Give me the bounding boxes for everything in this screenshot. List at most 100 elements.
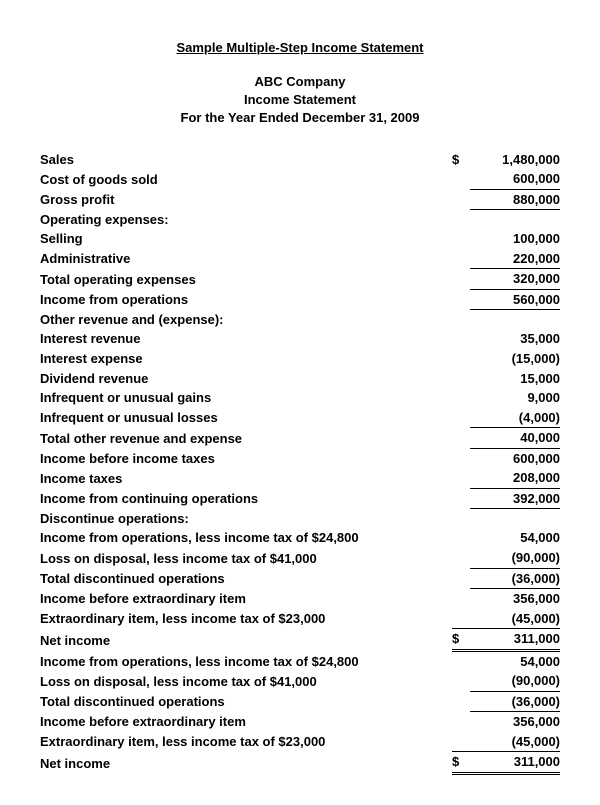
amt-int-exp: (15,000): [470, 349, 560, 369]
label-income-tax: Income taxes: [40, 468, 452, 488]
row-admin: Administrative 220,000: [40, 249, 560, 269]
amt-sales: 1,480,000: [470, 150, 560, 170]
row-disc-header: Discontinue operations:: [40, 509, 560, 529]
label-other-header: Other revenue and (expense):: [40, 310, 452, 330]
row-income-cont: Income from continuing operations 392,00…: [40, 488, 560, 509]
amt-unusual-loss: (4,000): [470, 408, 560, 428]
amt-int-rev: 35,000: [470, 329, 560, 349]
amt-total-other: 40,000: [470, 428, 560, 449]
row-income-before-tax: Income before income taxes 600,000: [40, 448, 560, 468]
label-total-other: Total other revenue and expense: [40, 428, 452, 449]
row-selling: Selling 100,000: [40, 229, 560, 249]
amt-disc-income-2: 54,000: [470, 650, 560, 671]
label-net-income: Net income: [40, 629, 452, 651]
label-total-disc: Total discontinued operations: [40, 568, 452, 589]
row-other-header: Other revenue and (expense):: [40, 310, 560, 330]
row-total-other: Total other revenue and expense 40,000: [40, 428, 560, 449]
label-extra-item: Extraordinary item, less income tax of $…: [40, 609, 452, 629]
row-total-disc: Total discontinued operations (36,000): [40, 568, 560, 589]
label-income-ops: Income from operations: [40, 289, 452, 310]
row-disc-income-2: Income from operations, less income tax …: [40, 650, 560, 671]
label-income-before-extra: Income before extraordinary item: [40, 589, 452, 609]
doc-heading: ABC Company Income Statement For the Yea…: [40, 73, 560, 128]
amt-income-before-tax: 600,000: [470, 448, 560, 468]
label-unusual-loss: Infrequent or unusual losses: [40, 408, 452, 428]
doc-title: Sample Multiple-Step Income Statement: [40, 40, 560, 55]
label-gross-profit: Gross profit: [40, 189, 452, 210]
amt-income-before-extra-2: 356,000: [470, 712, 560, 732]
label-disc-loss-2: Loss on disposal, less income tax of $41…: [40, 671, 452, 691]
label-cogs: Cost of goods sold: [40, 169, 452, 189]
amt-admin: 220,000: [470, 249, 560, 269]
amt-total-disc-2: (36,000): [470, 691, 560, 712]
amt-net-income: 311,000: [470, 629, 560, 651]
amt-total-opex: 320,000: [470, 269, 560, 290]
currency-symbol-net: $: [452, 629, 470, 651]
row-income-ops: Income from operations 560,000: [40, 289, 560, 310]
label-income-before-tax: Income before income taxes: [40, 448, 452, 468]
row-sales: Sales $ 1,480,000: [40, 150, 560, 170]
row-cogs: Cost of goods sold 600,000: [40, 169, 560, 189]
amt-income-ops: 560,000: [470, 289, 560, 310]
label-extra-item-2: Extraordinary item, less income tax of $…: [40, 732, 452, 752]
label-unusual-gain: Infrequent or unusual gains: [40, 388, 452, 408]
row-opex-header: Operating expenses:: [40, 210, 560, 230]
label-int-exp: Interest expense: [40, 349, 452, 369]
label-admin: Administrative: [40, 249, 452, 269]
label-selling: Selling: [40, 229, 452, 249]
label-sales: Sales: [40, 150, 452, 170]
row-disc-loss-2: Loss on disposal, less income tax of $41…: [40, 671, 560, 691]
label-div-rev: Dividend revenue: [40, 369, 452, 389]
label-opex-header: Operating expenses:: [40, 210, 452, 230]
row-income-before-extra: Income before extraordinary item 356,000: [40, 589, 560, 609]
amt-selling: 100,000: [470, 229, 560, 249]
label-disc-income-2: Income from operations, less income tax …: [40, 650, 452, 671]
row-div-rev: Dividend revenue 15,000: [40, 369, 560, 389]
label-income-before-extra-2: Income before extraordinary item: [40, 712, 452, 732]
label-total-opex: Total operating expenses: [40, 269, 452, 290]
row-income-before-extra-2: Income before extraordinary item 356,000: [40, 712, 560, 732]
currency-symbol: $: [452, 150, 470, 170]
income-statement-table: Sales $ 1,480,000 Cost of goods sold 600…: [40, 150, 560, 775]
amt-div-rev: 15,000: [470, 369, 560, 389]
row-net-income-2: Net income $ 311,000: [40, 752, 560, 774]
period: For the Year Ended December 31, 2009: [40, 109, 560, 127]
currency-symbol-net-2: $: [452, 752, 470, 774]
amt-income-tax: 208,000: [470, 468, 560, 488]
amt-income-cont: 392,000: [470, 488, 560, 509]
label-net-income-2: Net income: [40, 752, 452, 774]
row-extra-item: Extraordinary item, less income tax of $…: [40, 609, 560, 629]
row-disc-income: Income from operations, less income tax …: [40, 528, 560, 548]
label-income-cont: Income from continuing operations: [40, 488, 452, 509]
amt-gross-profit: 880,000: [470, 189, 560, 210]
row-disc-loss: Loss on disposal, less income tax of $41…: [40, 548, 560, 568]
amt-extra-item: (45,000): [470, 609, 560, 629]
row-int-exp: Interest expense (15,000): [40, 349, 560, 369]
company-name: ABC Company: [40, 73, 560, 91]
row-unusual-loss: Infrequent or unusual losses (4,000): [40, 408, 560, 428]
row-total-opex: Total operating expenses 320,000: [40, 269, 560, 290]
amt-disc-loss: (90,000): [470, 548, 560, 568]
label-disc-loss: Loss on disposal, less income tax of $41…: [40, 548, 452, 568]
amt-net-income-2: 311,000: [470, 752, 560, 774]
label-int-rev: Interest revenue: [40, 329, 452, 349]
row-net-income: Net income $ 311,000: [40, 629, 560, 651]
row-total-disc-2: Total discontinued operations (36,000): [40, 691, 560, 712]
amt-total-disc: (36,000): [470, 568, 560, 589]
row-gross-profit: Gross profit 880,000: [40, 189, 560, 210]
amt-income-before-extra: 356,000: [470, 589, 560, 609]
income-statement-document: Sample Multiple-Step Income Statement AB…: [0, 0, 600, 805]
amt-unusual-gain: 9,000: [470, 388, 560, 408]
amt-disc-income: 54,000: [470, 528, 560, 548]
row-int-rev: Interest revenue 35,000: [40, 329, 560, 349]
row-extra-item-2: Extraordinary item, less income tax of $…: [40, 732, 560, 752]
amt-disc-loss-2: (90,000): [470, 671, 560, 691]
statement-title: Income Statement: [40, 91, 560, 109]
row-income-tax: Income taxes 208,000: [40, 468, 560, 488]
label-total-disc-2: Total discontinued operations: [40, 691, 452, 712]
amt-cogs: 600,000: [470, 169, 560, 189]
label-disc-header: Discontinue operations:: [40, 509, 452, 529]
row-unusual-gain: Infrequent or unusual gains 9,000: [40, 388, 560, 408]
label-disc-income: Income from operations, less income tax …: [40, 528, 452, 548]
amt-extra-item-2: (45,000): [470, 732, 560, 752]
